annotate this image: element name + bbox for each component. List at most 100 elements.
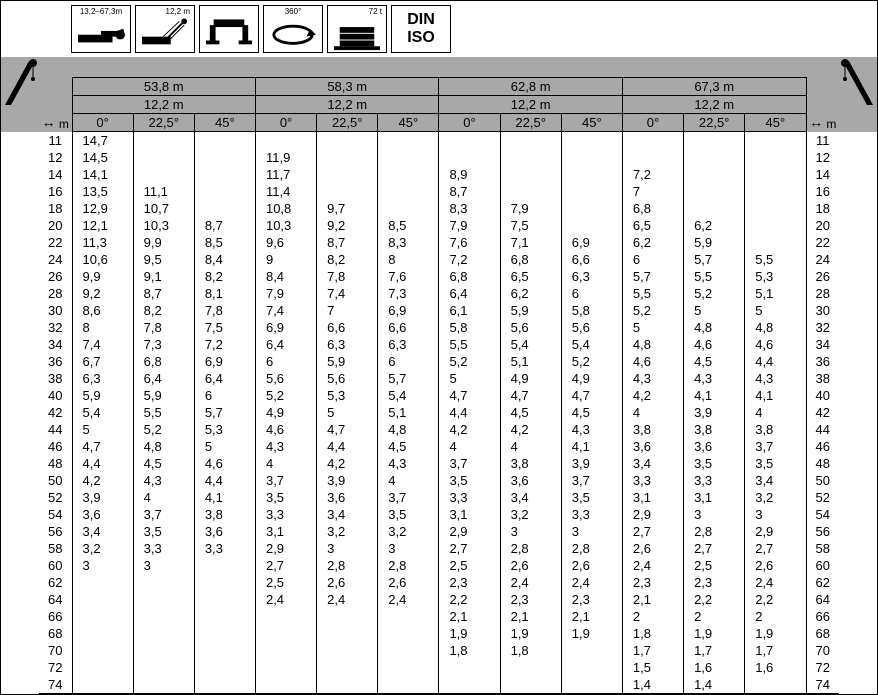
radius-cell-left: 62: [39, 574, 72, 591]
capacity-cell: 4,2: [500, 421, 561, 438]
capacity-cell: [561, 149, 622, 166]
capacity-cell: 6,5: [622, 217, 683, 234]
capacity-cell: 8,9: [439, 166, 500, 183]
capacity-cell: 5,6: [317, 370, 378, 387]
edge-spacer: [839, 217, 877, 234]
capacity-cell: [378, 149, 439, 166]
capacity-cell: 5,5: [684, 268, 745, 285]
capacity-cell: 12,1: [72, 217, 133, 234]
capacity-cell: [500, 149, 561, 166]
capacity-cell: 4,7: [439, 387, 500, 404]
capacity-cell: 6,3: [317, 336, 378, 353]
edge-spacer: [1, 506, 39, 523]
radius-cell-left: 50: [39, 472, 72, 489]
capacity-cell: 4,6: [622, 353, 683, 370]
edge-spacer: [1, 438, 39, 455]
capacity-cell: 2,4: [255, 591, 316, 608]
capacity-cell: [561, 642, 622, 659]
edge-spacer: [1, 472, 39, 489]
capacity-cell: 3,6: [194, 523, 255, 540]
table-row: 425,45,55,74,955,14,44,54,543,9442: [1, 404, 877, 421]
capacity-cell: [133, 149, 194, 166]
capacity-cell: 4,3: [255, 438, 316, 455]
capacity-cell: 5,7: [378, 370, 439, 387]
edge-spacer: [1, 353, 39, 370]
capacity-cell: 6,6: [317, 319, 378, 336]
jib-length-row: 12,2 m 12,2 m 12,2 m 12,2 m: [1, 96, 877, 114]
edge-spacer: [839, 319, 877, 336]
radius-cell-right: 42: [806, 404, 839, 421]
radius-cell-right: 26: [806, 268, 839, 285]
capacity-cell: 8,6: [72, 302, 133, 319]
capacity-cell: [317, 132, 378, 149]
capacity-cell: 3,4: [745, 472, 806, 489]
capacity-cell: 2,3: [561, 591, 622, 608]
capacity-cell: 3,5: [133, 523, 194, 540]
capacity-cell: 3,8: [684, 421, 745, 438]
radius-cell-left: 30: [39, 302, 72, 319]
radius-cell-left: 26: [39, 268, 72, 285]
capacity-cell: [194, 149, 255, 166]
capacity-cell: 2: [684, 608, 745, 625]
capacity-cell: 3,2: [500, 506, 561, 523]
capacity-cell: [72, 608, 133, 625]
capacity-cell: 2,7: [684, 540, 745, 557]
capacity-cell: 6,3: [378, 336, 439, 353]
capacity-cell: 9,9: [72, 268, 133, 285]
capacity-cell: 7,6: [439, 234, 500, 251]
radius-cell-right: 58: [806, 540, 839, 557]
edge-spacer: [839, 574, 877, 591]
capacity-cell: 6,2: [622, 234, 683, 251]
capacity-cell: [684, 132, 745, 149]
capacity-cell: 4,1: [684, 387, 745, 404]
capacity-cell: 2,3: [439, 574, 500, 591]
capacity-cell: 6,7: [72, 353, 133, 370]
capacity-cell: 2,3: [684, 574, 745, 591]
table-row: 523,944,13,53,63,73,33,43,53,13,13,252: [1, 489, 877, 506]
capacity-cell: 4,8: [133, 438, 194, 455]
capacity-cell: 5,9: [317, 353, 378, 370]
edge-spacer: [839, 302, 877, 319]
capacity-cell: 11,9: [255, 149, 316, 166]
table-row: 1214,511,912: [1, 149, 877, 166]
capacity-cell: 8,4: [194, 251, 255, 268]
capacity-cell: [439, 149, 500, 166]
capacity-cell: 5,7: [194, 404, 255, 421]
radius-cell-right: 66: [806, 608, 839, 625]
radius-cell-right: 54: [806, 506, 839, 523]
capacity-cell: 2,1: [500, 608, 561, 625]
capacity-cell: 1,9: [500, 625, 561, 642]
capacity-cell: 14,1: [72, 166, 133, 183]
capacity-cell: 4,4: [194, 472, 255, 489]
capacity-cell: 2,6: [500, 557, 561, 574]
capacity-cell: 4,3: [561, 421, 622, 438]
table-row: 60332,72,82,82,52,62,62,42,52,660: [1, 557, 877, 574]
capacity-cell: 6,3: [561, 268, 622, 285]
capacity-cell: 6: [194, 387, 255, 404]
capacity-cell: 5,3: [745, 268, 806, 285]
capacity-cell: [133, 166, 194, 183]
data-table: 1114,7111214,511,9121414,111,78,97,21416…: [1, 132, 877, 694]
radius-cell-right: 32: [806, 319, 839, 336]
capacity-cell: 2,6: [745, 557, 806, 574]
capacity-cell: 3,1: [684, 489, 745, 506]
capacity-cell: 4,2: [622, 387, 683, 404]
capacity-cell: [378, 200, 439, 217]
edge-spacer: [839, 183, 877, 200]
edge-spacer: [1, 149, 39, 166]
capacity-cell: 6: [561, 285, 622, 302]
capacity-cell: 4,9: [500, 370, 561, 387]
angle-cell: 22,5°: [500, 114, 561, 132]
capacity-cell: 6,6: [561, 251, 622, 268]
radius-cell-left: 36: [39, 353, 72, 370]
capacity-cell: 2,1: [622, 591, 683, 608]
edge-spacer: [1, 404, 39, 421]
table-row: 405,95,965,25,35,44,74,74,74,24,14,140: [1, 387, 877, 404]
table-row: 583,23,33,32,9332,72,82,82,62,72,758: [1, 540, 877, 557]
edge-spacer: [839, 268, 877, 285]
capacity-cell: 4,6: [194, 455, 255, 472]
capacity-cell: 8,7: [194, 217, 255, 234]
capacity-cell: [72, 574, 133, 591]
table-row: 2211,39,98,59,68,78,37,67,16,96,25,922: [1, 234, 877, 251]
capacity-cell: 9,7: [317, 200, 378, 217]
